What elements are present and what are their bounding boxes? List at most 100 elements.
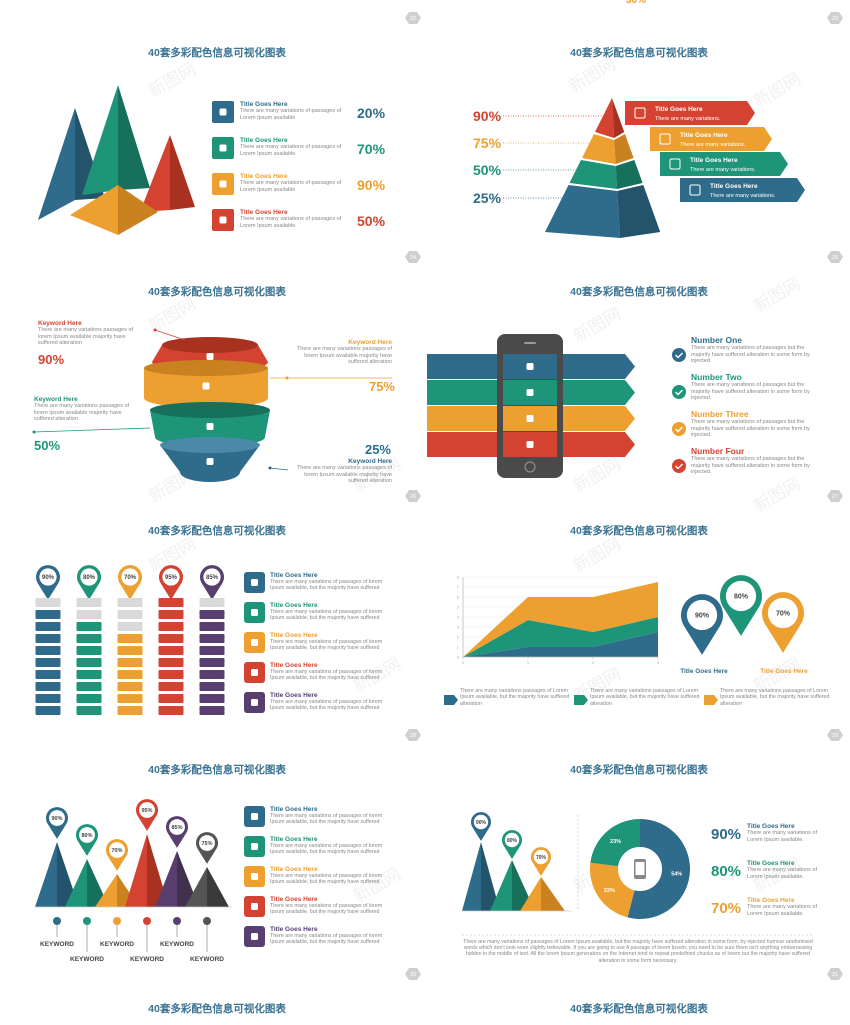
connector	[33, 427, 151, 433]
page-number: 27	[832, 494, 838, 500]
level-box	[199, 670, 225, 679]
percent: 90%	[473, 108, 502, 124]
mountain	[490, 860, 512, 911]
dot	[173, 917, 181, 925]
level-box	[199, 706, 225, 715]
pyramid-layer	[614, 134, 634, 164]
x-tick-label: 0	[462, 660, 465, 665]
description: There are many variations of passages of…	[270, 903, 383, 916]
text-box: There are many variations of passages of…	[270, 813, 382, 825]
banner-text: There are many variations.	[655, 116, 721, 122]
donut-segment	[627, 819, 690, 919]
keyword: KEYWORD	[190, 956, 224, 963]
description: There are many variations of passages of…	[270, 579, 383, 592]
text-box: There are many variations of passages bu…	[691, 456, 810, 476]
description: There are many variations of passages bu…	[691, 456, 810, 476]
description: There are many variations of passages of…	[270, 933, 383, 946]
level-box	[158, 622, 184, 631]
watermark: 新图网	[565, 54, 619, 96]
level-box	[35, 622, 61, 631]
page-number: 26	[410, 494, 416, 500]
icon	[251, 609, 258, 616]
description: There are many variations of passages of…	[270, 699, 383, 712]
slide-title: 40套多彩配色信息可视化图表	[570, 1002, 708, 1015]
level-box	[117, 670, 143, 679]
item-title: Number Three	[691, 409, 749, 419]
level-column	[117, 598, 143, 715]
level-box	[76, 694, 102, 703]
text-box: There are many variations of passages of…	[270, 699, 383, 712]
pyramid-layer	[615, 160, 643, 189]
pin-label: 95%	[165, 575, 178, 581]
speaker	[524, 342, 536, 344]
icon	[689, 184, 701, 196]
pin-label: 95%	[141, 808, 152, 814]
item-title: Keyword Here	[348, 339, 392, 346]
text-box: There are many variations passages of Lo…	[720, 688, 829, 707]
keyword: KEYWORD	[70, 956, 104, 963]
percent: 50%	[34, 438, 60, 453]
percent: 80%	[711, 863, 741, 880]
pin-label: 75%	[201, 841, 212, 847]
x-tick-label: 2	[592, 660, 595, 665]
level-box	[199, 598, 225, 607]
pin-label: 70%	[111, 848, 122, 854]
level-box	[35, 658, 61, 667]
pin-label: 90%	[42, 575, 55, 581]
pin-center	[725, 580, 757, 612]
connector-dot	[603, 114, 607, 118]
pyramid-layer	[595, 98, 615, 138]
pin-label: 80%	[507, 838, 518, 844]
banner	[680, 178, 805, 202]
text-box: There are many variations of passages of…	[463, 939, 813, 964]
pin-center	[169, 819, 185, 835]
level-box	[158, 634, 184, 643]
level-box	[158, 646, 184, 655]
check	[672, 385, 686, 399]
pin-center	[79, 827, 95, 843]
level-box	[35, 598, 61, 607]
percent: 90%	[357, 177, 386, 193]
item-title: Title Goes Here	[270, 806, 318, 813]
icon	[526, 415, 534, 422]
pin-center	[473, 814, 489, 830]
level-box	[35, 682, 61, 691]
shape	[118, 85, 150, 190]
level-box	[199, 658, 225, 667]
item-title: Title Goes Here	[270, 572, 318, 579]
icon	[634, 107, 646, 119]
page-number: 25	[832, 255, 838, 261]
page-number: 24	[410, 255, 416, 261]
description: There are many variations of passages of…	[240, 108, 342, 121]
level-box	[35, 634, 61, 643]
item-title: Keyword Here	[348, 458, 392, 465]
text-box: There are many variations of passages of…	[270, 609, 382, 621]
icon	[251, 813, 258, 820]
icon	[206, 458, 214, 465]
shape	[70, 185, 118, 235]
item-title: Title Goes Here	[747, 897, 795, 904]
text-box: There are many variations of passages bu…	[691, 419, 810, 438]
description: There are many variations of passages of…	[270, 639, 383, 652]
level-box	[117, 598, 143, 607]
text-box: There are many variations of passages of…	[240, 144, 341, 157]
check-mark	[675, 389, 683, 396]
data-label: 54%	[671, 872, 682, 878]
description: There are many variations passages of Lo…	[460, 688, 570, 707]
icon	[526, 363, 534, 370]
description: There are many variations of passages of…	[240, 180, 342, 193]
level-box	[76, 598, 102, 607]
x-tick-label: 3	[657, 660, 660, 665]
description: There are many variations passages of lo…	[34, 403, 130, 423]
level-box	[199, 694, 225, 703]
triangle	[207, 867, 229, 907]
level-box	[117, 610, 143, 619]
icon	[219, 216, 227, 224]
page-badge	[827, 251, 843, 263]
donut-segment	[590, 862, 635, 918]
watermark: 新图网	[570, 534, 624, 576]
pin-center	[109, 842, 125, 858]
y-tick-label: 6	[457, 595, 460, 600]
banner-title: Title Goes Here	[710, 183, 758, 190]
